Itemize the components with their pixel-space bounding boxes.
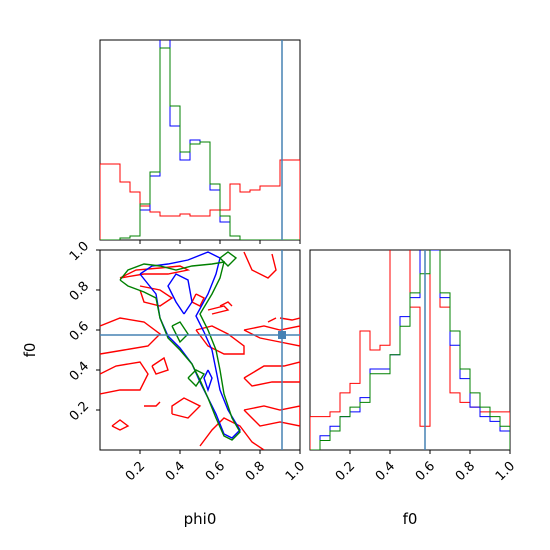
x-axis-label-phi0: phi0 (184, 510, 217, 528)
contour-red-3 (191, 293, 205, 307)
contour-red-13 (111, 419, 130, 431)
phi0-f0-contour-panel (99, 249, 301, 451)
contour-red-14 (199, 417, 265, 450)
contour-truth-marker (278, 331, 286, 339)
f0-hist-xtick-label-2: 0.6 (413, 459, 438, 484)
contour-xtick-label-0: 0.2 (123, 459, 148, 484)
contour-red-17 (219, 301, 233, 307)
phi0-hist-red (100, 159, 300, 240)
phi0-histogram-panel (99, 39, 301, 241)
phi0-hist-blue (100, 40, 300, 240)
contour-red-7 (243, 325, 300, 347)
contour-blue-1 (167, 273, 193, 315)
contour-xtick-label-4: 1.0 (283, 459, 308, 484)
f0-hist-xtick-label-0: 0.2 (333, 459, 358, 484)
contour-red-12 (144, 401, 161, 407)
contour-red-9 (100, 361, 149, 395)
contour-green-2 (187, 369, 206, 388)
contour-green-3 (219, 251, 238, 267)
f0-hist-xtick-label-3: 0.8 (453, 459, 478, 484)
contour-red-11 (171, 397, 202, 419)
f0-hist-xtick-label-1: 0.4 (373, 459, 398, 484)
contour-green-1 (171, 321, 189, 344)
contour-red-1 (243, 251, 277, 279)
contour-ytick-label-2: 0.6 (67, 319, 92, 344)
y-axis-label-f0: f0 (21, 343, 39, 358)
contour-ytick-label-4: 1.0 (67, 239, 92, 264)
f0-hist-green (310, 250, 510, 450)
contour-ytick-label-3: 0.8 (67, 279, 92, 304)
contour-ytick-label-0: 0.2 (67, 399, 92, 424)
phi0-hist-frame (99, 39, 301, 241)
contour-xtick-label-1: 0.4 (163, 459, 188, 484)
contour-xtick-label-2: 0.6 (203, 459, 228, 484)
contour-red-0 (119, 265, 191, 279)
contour-red-4 (100, 317, 162, 355)
contour-frame (99, 249, 301, 451)
contour-red-15 (243, 405, 300, 427)
contour-blue-0 (139, 251, 241, 439)
contour-xtick-label-3: 0.8 (243, 459, 268, 484)
f0-histogram-panel (309, 249, 511, 451)
phi0-hist-green (100, 47, 300, 240)
contour-red-10 (151, 356, 169, 375)
contour-red-16 (279, 317, 300, 321)
contour-blue-2 (203, 369, 213, 393)
f0-hist-xtick-label-4: 1.0 (493, 459, 518, 484)
x-axis-label-f0: f0 (403, 510, 418, 528)
contour-green-0 (119, 261, 241, 441)
contour-red-2 (139, 285, 174, 307)
contour-red-6 (207, 305, 230, 315)
contour-red-18 (267, 317, 277, 323)
contour-red-8 (243, 361, 300, 387)
contour-ytick-label-1: 0.4 (67, 359, 92, 384)
